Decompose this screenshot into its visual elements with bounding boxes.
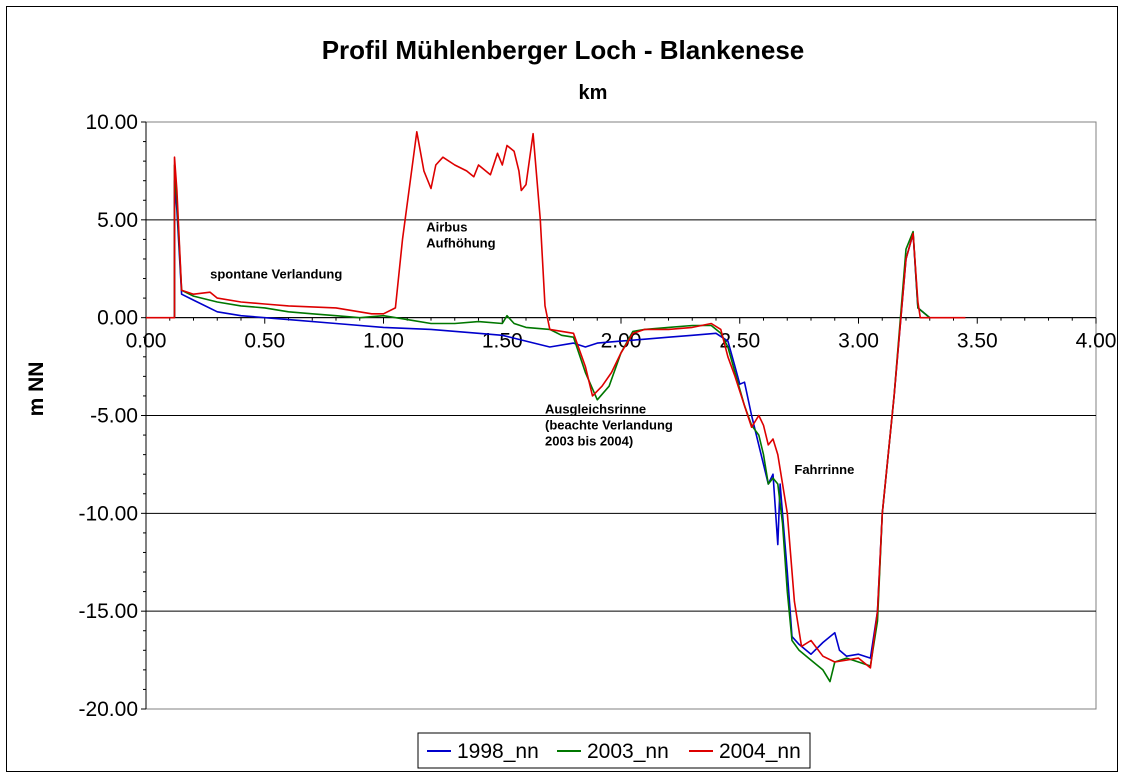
y-tick-label: 0.00 [97, 307, 138, 330]
series-line-1998_nn [173, 179, 931, 659]
x-tick-label: 1.00 [363, 330, 404, 353]
annotation-text: Fahrrinne [794, 462, 854, 477]
y-tick-label: 10.00 [85, 111, 138, 134]
chart-frame: Profil Mühlenberger Loch - Blankenese km… [6, 6, 1118, 772]
chart-title: Profil Mühlenberger Loch - Blankenese [322, 35, 805, 65]
x-axis-label: km [579, 82, 608, 104]
annotation-text: Ausgleichsrinne [545, 402, 646, 417]
annotation-text: (beachte Verlandung [545, 418, 673, 433]
y-axis-label: m NN [25, 362, 48, 417]
series-line-2004_nn [146, 131, 966, 669]
series-lines [146, 131, 966, 683]
x-tick-label: 1.50 [482, 330, 523, 353]
y-tick-label: -10.00 [78, 502, 138, 525]
annotation-text: 2003 bis 2004) [545, 434, 633, 449]
y-tick-labels: 10.00 5.00 0.00 -5.00 -10.00 -15.00 -20.00 [78, 111, 138, 721]
x-tick-label: 0.00 [126, 330, 167, 353]
annotation-text: spontane Verlandung [210, 267, 342, 282]
legend: 1998_nn 2003_nn 2004_nn [417, 732, 811, 769]
legend-box [417, 732, 811, 769]
y-tick-label: -20.00 [78, 698, 138, 721]
annotation-text: Aufhöhung [426, 236, 495, 251]
legend-label: 2004_nn [719, 740, 801, 763]
annotation-text: Airbus [426, 220, 467, 235]
x-tick-label: 0.50 [244, 330, 285, 353]
legend-label: 1998_nn [457, 740, 539, 763]
y-tick-label: -15.00 [78, 600, 138, 623]
x-tick-label: 4.00 [1076, 330, 1117, 353]
y-tick-label: 5.00 [97, 209, 138, 232]
x-tick-labels: 0.00 0.50 1.00 1.50 2.00 2.50 3.00 3.50 4.00 [126, 330, 1117, 353]
y-tick-label: -5.00 [90, 405, 138, 428]
x-tick-label: 3.00 [838, 330, 879, 353]
legend-label: 2003_nn [587, 740, 669, 763]
chart-svg: Profil Mühlenberger Loch - Blankenese km… [25, 35, 1117, 769]
x-tick-label: 3.50 [957, 330, 998, 353]
